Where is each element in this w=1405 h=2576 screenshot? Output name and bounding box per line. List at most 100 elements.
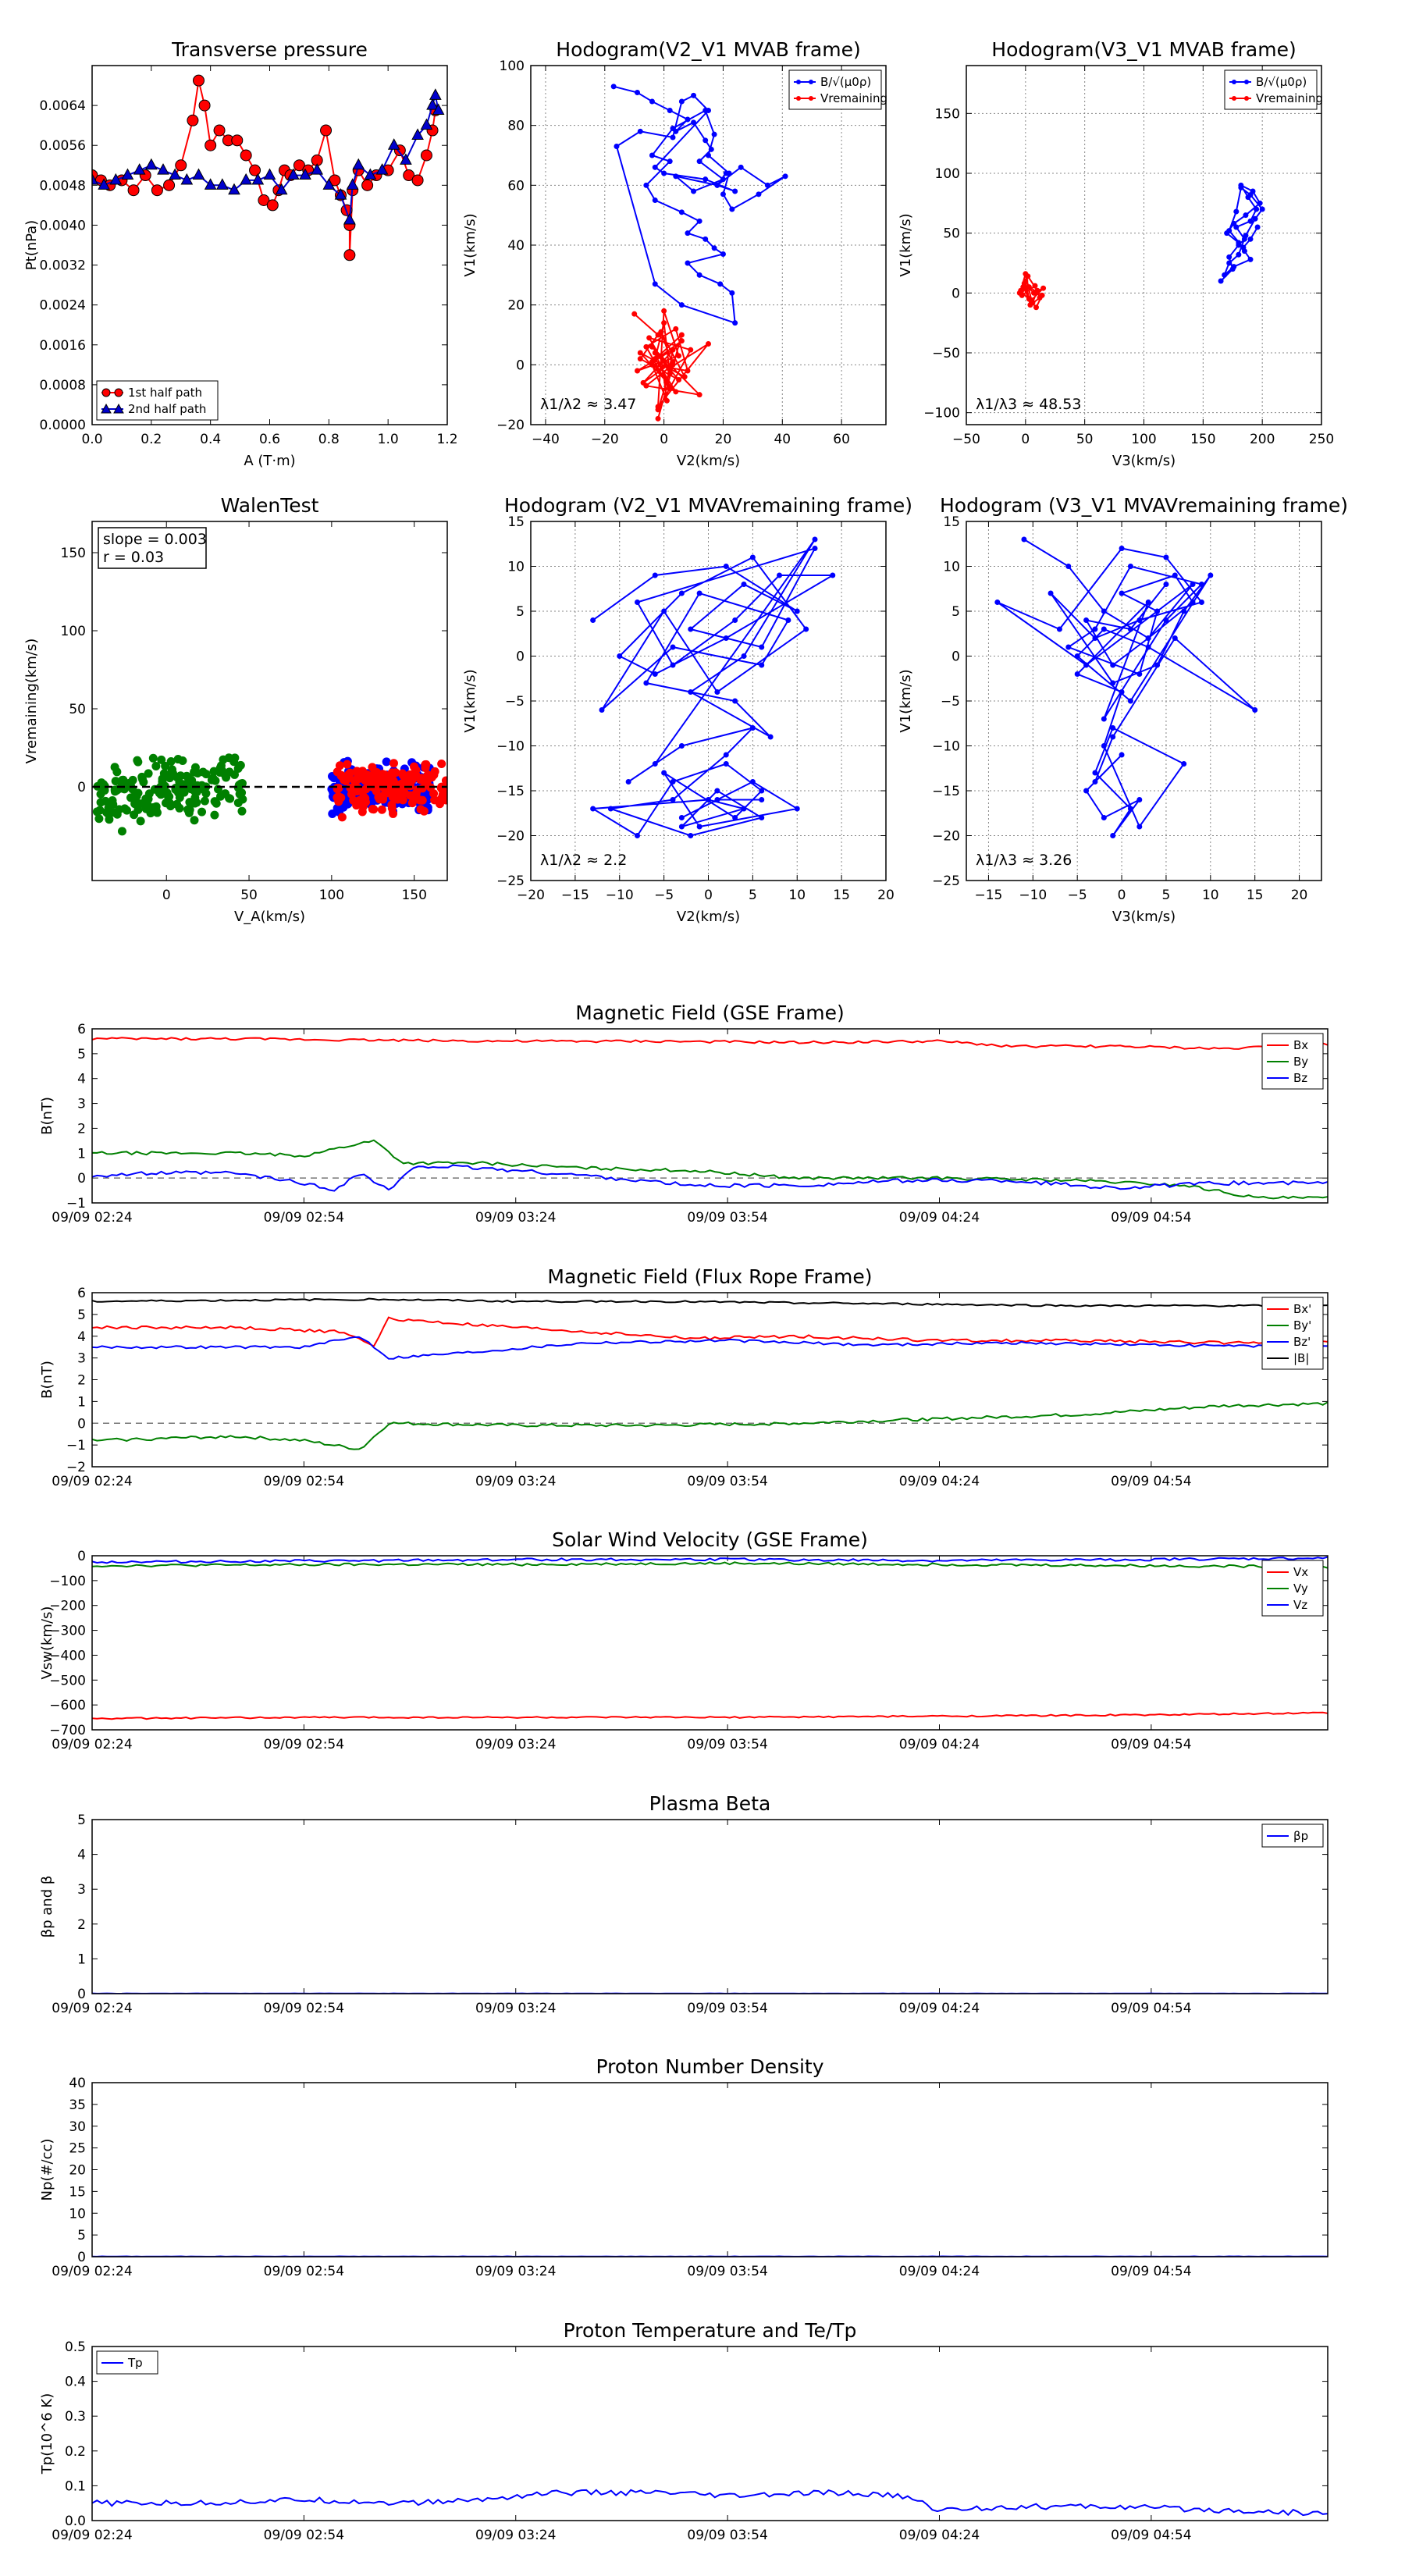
- data-point: [649, 98, 655, 105]
- data-point: [729, 290, 735, 296]
- chart-title: Plasma Beta: [649, 1792, 771, 1815]
- data-point: [201, 788, 211, 798]
- data-point: [166, 756, 176, 766]
- series-line: [92, 1711, 1328, 1720]
- legend-label: 2nd half path: [128, 402, 206, 416]
- x-tick-label: −10: [1019, 888, 1047, 903]
- x-tick-label: 09/09 03:54: [687, 2264, 767, 2279]
- data-point: [663, 379, 670, 386]
- y-tick-label: 0.2: [65, 2444, 86, 2460]
- x-tick-label: 0.6: [259, 432, 280, 447]
- data-point: [346, 178, 359, 190]
- y-tick-label: 150: [61, 546, 86, 561]
- chart-tp: 0.0 0.2 0.4 0.6 0.8 1.0 1.2 0.0000 0.0008 0.0016 0…: [23, 38, 458, 469]
- x-tick-label: 0.2: [140, 432, 162, 447]
- data-point: [1190, 582, 1196, 587]
- data-point: [419, 806, 429, 816]
- data-point: [240, 173, 253, 185]
- legend-box: [1261, 1033, 1324, 1090]
- data-point: [1154, 608, 1161, 614]
- y-tick-label: 10: [507, 560, 525, 575]
- data-point: [275, 183, 288, 195]
- annotation-text: slope = 0.003: [103, 531, 207, 548]
- y-tick-label: 0: [77, 1549, 86, 1564]
- data-point: [1136, 671, 1143, 677]
- annotation-box: [98, 527, 207, 569]
- data-point: [1254, 206, 1260, 212]
- y-tick-label: 25: [69, 2141, 86, 2157]
- data-point: [652, 164, 658, 170]
- data-point: [228, 183, 240, 195]
- x-tick-label: −20: [591, 432, 619, 447]
- x-tick-label: 09/09 02:54: [264, 1474, 344, 1489]
- x-tick-label: 09/09 02:24: [52, 2001, 132, 2016]
- data-point: [375, 795, 384, 804]
- data-point: [652, 350, 658, 356]
- axes-frame: [91, 1555, 1329, 1731]
- data-point: [711, 245, 717, 251]
- data-point: [421, 760, 430, 769]
- x-tick-label: 09/09 04:54: [1111, 1737, 1191, 1752]
- data-point: [176, 786, 186, 795]
- data-point: [667, 108, 673, 113]
- data-point: [229, 757, 239, 767]
- data-point: [1145, 600, 1151, 605]
- data-point: [1119, 590, 1125, 596]
- chart-title: Hodogram (V3_V1 MVAVremaining frame): [940, 494, 1348, 517]
- plot-area: [92, 1297, 1328, 1450]
- axes-frame: [530, 65, 887, 425]
- data-point: [714, 788, 720, 794]
- chart-title: Hodogram(V2_V1 MVAB frame): [556, 38, 860, 61]
- data-point: [192, 798, 201, 807]
- data-point: [377, 805, 386, 814]
- chart-hod2: −50 0 50 100 150 200 250 −100 −50 0 50 100 150 Hodogr…: [898, 38, 1334, 469]
- data-point: [678, 824, 685, 830]
- y-tick-label: 5: [77, 1813, 86, 1828]
- data-point: [1163, 554, 1169, 560]
- series-line: [590, 539, 836, 837]
- data-point: [1226, 228, 1232, 234]
- x-tick-label: 10: [788, 888, 806, 903]
- data-point: [359, 799, 368, 809]
- x-tick-label: 100: [319, 888, 344, 903]
- data-point: [670, 134, 676, 141]
- data-point: [643, 343, 649, 350]
- chart-title: Magnetic Field (Flux Rope Frame): [547, 1265, 872, 1288]
- x-tick-label: 09/09 04:54: [1111, 1210, 1191, 1226]
- data-point: [1172, 572, 1178, 578]
- data-point: [429, 88, 442, 100]
- y-tick-label: 0.4: [65, 2375, 86, 2390]
- data-point: [1027, 302, 1033, 308]
- data-point: [617, 653, 623, 659]
- data-point: [635, 833, 640, 838]
- data-point: [184, 808, 194, 817]
- data-point: [661, 170, 667, 176]
- data-point: [148, 753, 158, 763]
- y-tick-label: −700: [49, 1723, 86, 1738]
- y-tick-label: 20: [507, 298, 525, 314]
- y-tick-label: 0: [951, 649, 960, 665]
- y-tick-label: −200: [49, 1599, 86, 1614]
- axes-frame: [91, 65, 448, 425]
- data-point: [723, 761, 729, 767]
- axes-frame: [91, 521, 448, 881]
- axes-frame: [91, 1819, 1329, 1994]
- x-axis-label: V3(km/s): [1112, 909, 1176, 925]
- data-point: [1056, 626, 1062, 632]
- data-point: [1083, 617, 1090, 623]
- y-tick-label: 20: [69, 2163, 86, 2179]
- data-point: [117, 827, 126, 836]
- x-tick-label: 100: [1131, 432, 1156, 447]
- data-point: [387, 800, 397, 809]
- y-tick-label: 40: [507, 238, 525, 254]
- data-point: [201, 770, 211, 779]
- data-point: [98, 178, 111, 190]
- chart-ts_beta: 09/09 02:24 09/09 02:54 09/09 03:24 09/09 0…: [39, 1792, 1329, 2016]
- data-point: [610, 84, 617, 90]
- data-point: [723, 564, 729, 569]
- data-point: [1092, 626, 1098, 632]
- chart-title: Transverse pressure: [171, 38, 368, 61]
- data-point: [380, 789, 389, 799]
- data-point: [1181, 761, 1187, 767]
- y-tick-label: 1: [77, 1146, 86, 1162]
